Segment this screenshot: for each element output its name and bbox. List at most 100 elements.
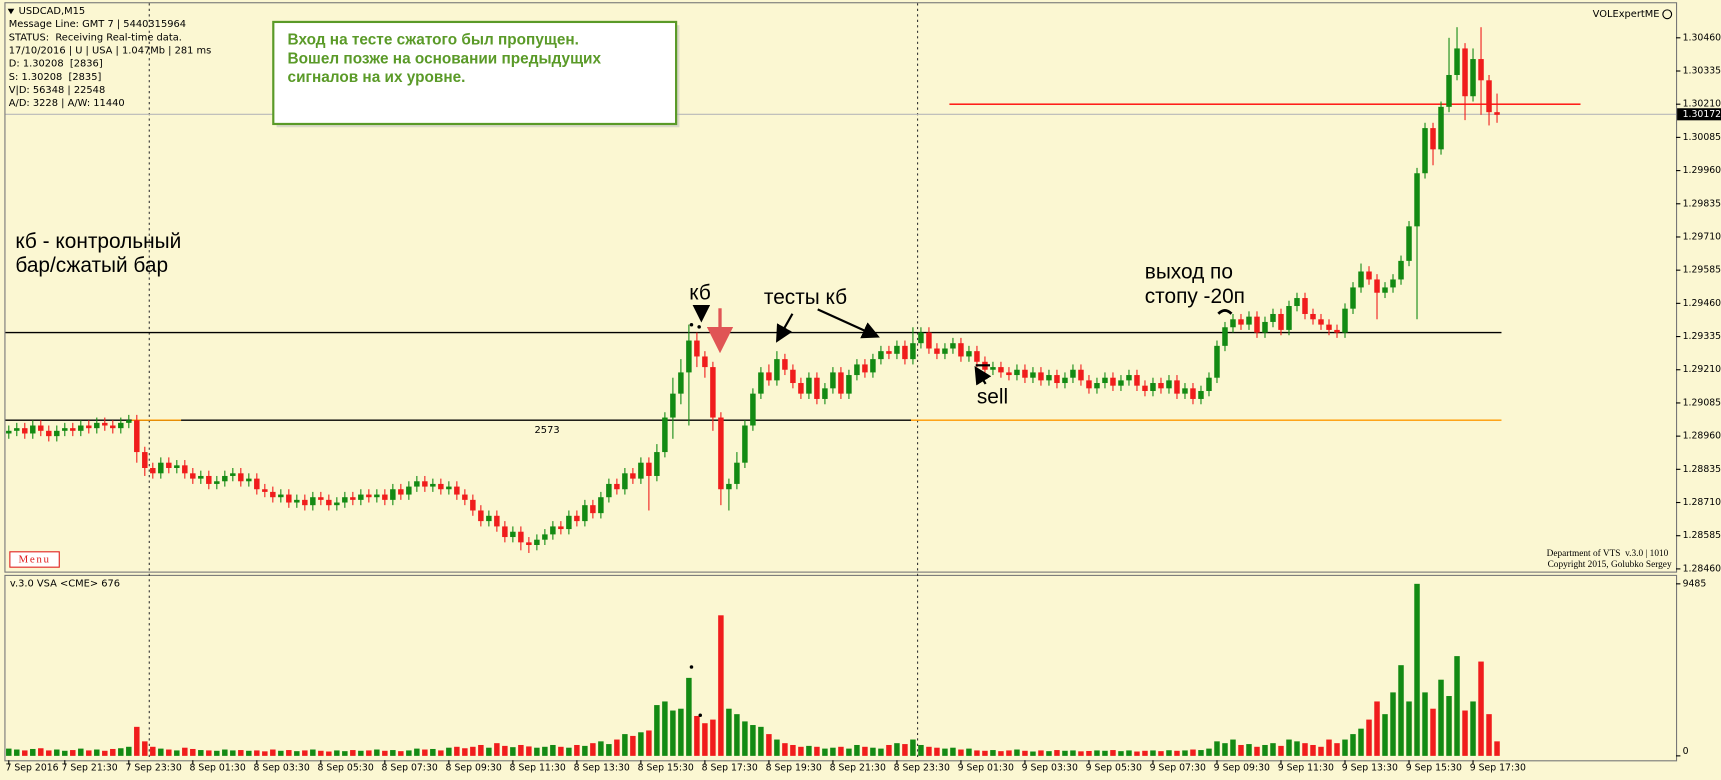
volume-bar: [1006, 750, 1012, 756]
x-tick-label: 9 Sep 03:30: [1022, 762, 1078, 773]
volume-bar: [518, 744, 524, 756]
volume-bar: [502, 745, 508, 756]
candle-body: [1246, 316, 1252, 325]
volume-bar: [1110, 750, 1116, 756]
candle-body: [110, 425, 116, 429]
volume-bar: [254, 750, 260, 756]
volume-bar: [702, 723, 708, 756]
candle-body: [558, 526, 564, 530]
candle-body: [1110, 377, 1116, 386]
volume-bar: [14, 749, 20, 756]
volume-bar: [390, 750, 396, 756]
volume-bar: [1478, 661, 1484, 756]
volume-bar: [942, 748, 948, 756]
candle-body: [14, 428, 20, 431]
volume-bar: [302, 750, 308, 756]
volume-bar: [294, 751, 300, 756]
candle-body: [230, 473, 236, 476]
volume-bar: [1334, 743, 1340, 756]
candle-body: [46, 430, 52, 437]
volume-bar: [494, 743, 500, 756]
volume-bar: [574, 744, 580, 756]
note-line: сигналов на их уровне.: [288, 69, 466, 86]
menu-label[interactable]: Menu: [18, 554, 50, 566]
candle-body: [942, 348, 948, 354]
candle-body: [422, 481, 428, 487]
candle-body: [750, 393, 756, 426]
candle-body: [262, 489, 268, 492]
candle-body: [990, 367, 996, 370]
volume-bar: [46, 750, 52, 756]
candle-body: [1158, 383, 1164, 389]
candle-body: [142, 452, 148, 468]
candle-body: [406, 486, 412, 495]
candle-body: [998, 367, 1004, 373]
x-tick-label: 7 Sep 23:30: [126, 762, 182, 773]
candle-body: [622, 473, 628, 490]
volume-bars: [6, 583, 1500, 756]
candle-body: [318, 497, 324, 500]
volume-bar: [1222, 743, 1228, 756]
volume-bar: [694, 715, 700, 756]
volume-bar: [734, 714, 740, 756]
info-line: D: 1.30208 [2836]: [9, 59, 103, 70]
y-tick-label: 1.29585: [1683, 265, 1721, 276]
volume-bar: [1310, 744, 1316, 756]
collapse-icon[interactable]: [7, 8, 15, 15]
candle-body: [550, 526, 556, 535]
volume-bar: [1262, 744, 1268, 756]
x-tick-label: 8 Sep 09:30: [446, 762, 502, 773]
credit-line: Department of VTS v.3.0 | 1010: [1547, 548, 1669, 559]
candle-body: [934, 348, 940, 354]
volume-bar: [62, 750, 68, 756]
expert-icon[interactable]: [1662, 9, 1673, 20]
x-tick-label: 7 Sep 21:30: [61, 762, 117, 773]
candle-body: [798, 383, 804, 394]
volume-bar: [1198, 750, 1204, 756]
candle-body: [374, 494, 380, 498]
candle-body: [878, 351, 884, 360]
candle-body: [670, 393, 676, 418]
volume-bar: [142, 741, 148, 756]
candle-body: [70, 428, 76, 431]
candle-body: [1038, 372, 1044, 381]
volume-bar: [1230, 739, 1236, 756]
volume-frame: [4, 574, 1678, 762]
volume-bar: [374, 749, 380, 756]
info-line: S: 1.30208 [2835]: [9, 72, 102, 83]
volume-bar: [110, 748, 116, 756]
candle-body: [1390, 279, 1396, 288]
volume-bar: [870, 747, 876, 756]
current-price-label: 1.30172: [1683, 109, 1721, 120]
candle-body: [446, 486, 452, 490]
volume-bar: [902, 744, 908, 756]
candle-body: [254, 478, 260, 490]
candles: [6, 27, 1500, 553]
volume-bar: [806, 745, 812, 756]
candle-body: [774, 359, 780, 381]
candle-body: [662, 417, 668, 453]
candle-body: [1334, 329, 1340, 333]
x-tick-label: 9 Sep 01:30: [958, 762, 1014, 773]
candle-body: [1382, 287, 1388, 293]
volume-bar: [838, 746, 844, 756]
candle-body: [1350, 287, 1356, 309]
candle-body: [182, 465, 188, 474]
candle-body: [918, 332, 924, 344]
candle-body: [1238, 319, 1244, 325]
volume-bar: [1022, 750, 1028, 756]
volume-bar: [606, 744, 612, 756]
candle-body: [1294, 298, 1300, 307]
volume-bar: [558, 746, 564, 756]
y-tick-label: 1.28960: [1683, 431, 1721, 442]
candle-body: [1150, 383, 1156, 391]
volume-bar: [1382, 714, 1388, 756]
candle-body: [614, 483, 620, 490]
x-tick-label: 9 Sep 15:30: [1406, 762, 1462, 773]
candle-body: [766, 372, 772, 381]
candle-body: [654, 452, 660, 476]
volume-bar: [622, 734, 628, 756]
candle-body: [1358, 271, 1364, 288]
menu-button[interactable]: [9, 551, 60, 568]
